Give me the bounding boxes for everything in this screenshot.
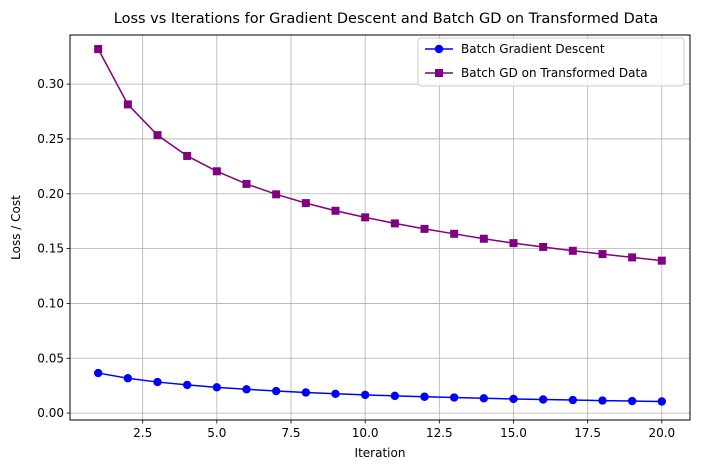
data-point	[449, 393, 459, 402]
chart-title: Loss vs Iterations for Gradient Descent …	[114, 11, 658, 27]
data-point	[360, 390, 370, 400]
data-point	[271, 386, 281, 396]
data-point	[390, 391, 400, 401]
data-point	[361, 213, 370, 222]
data-point	[420, 224, 429, 233]
legend-marker-batch-gradient-descent	[434, 44, 444, 54]
x-axis-label: Iteration	[355, 446, 406, 460]
data-point	[123, 100, 132, 109]
y-axis-label: Loss / Cost	[9, 195, 23, 260]
data-point	[272, 190, 281, 199]
data-point	[301, 388, 311, 397]
series-line-batch-gd-transformed	[97, 48, 662, 262]
plot-frame	[69, 34, 691, 421]
data-point	[628, 253, 637, 262]
y-tick-label: 0.25	[37, 132, 64, 146]
x-tick-label: 20.0	[648, 426, 675, 440]
data-point	[301, 199, 310, 208]
series-layer	[93, 45, 667, 406]
data-point	[479, 394, 489, 403]
x-tick-label: 17.5	[574, 426, 601, 440]
data-point	[627, 396, 637, 406]
x-tick-label: 2.5	[133, 426, 152, 440]
data-point	[212, 167, 221, 176]
data-point	[657, 256, 666, 265]
data-point	[568, 395, 578, 405]
data-point	[509, 239, 518, 248]
data-point	[183, 151, 192, 160]
data-point	[598, 396, 607, 405]
data-point	[94, 45, 103, 54]
data-point	[242, 385, 251, 394]
data-point	[509, 394, 518, 404]
data-point	[123, 374, 133, 383]
data-point	[538, 395, 548, 404]
data-point	[331, 389, 340, 398]
data-point	[212, 383, 222, 392]
grid-layer	[70, 35, 690, 420]
legend: Batch Gradient Descent Batch GD on Trans…	[417, 37, 685, 87]
data-point	[479, 234, 488, 243]
data-point	[539, 242, 548, 251]
x-tick-label: 5.0	[207, 426, 226, 440]
data-point	[450, 229, 459, 238]
legend-box	[417, 37, 685, 87]
y-tick-label: 0.30	[37, 77, 64, 91]
data-point	[242, 179, 251, 188]
data-point	[153, 377, 162, 387]
y-tick-label: 0.05	[37, 351, 64, 365]
data-point	[568, 246, 577, 255]
x-tick-label: 15.0	[500, 426, 527, 440]
legend-label-batch-gd-transformed: Batch GD on Transformed Data	[461, 66, 648, 80]
tick-layer: 2.5 5.0 7.5 10.0 12.5 15.0 17.5 20.0 0.00 0.05 0.1…	[37, 77, 675, 440]
data-point	[153, 131, 162, 140]
x-tick-label: 7.5	[281, 426, 300, 440]
data-point	[331, 206, 340, 215]
data-point	[182, 380, 192, 390]
y-tick-label: 0.15	[37, 242, 64, 256]
data-point	[390, 219, 399, 228]
series-line-batch-gradient-descent	[98, 372, 662, 403]
data-point	[93, 368, 103, 378]
y-tick-label: 0.20	[37, 187, 64, 201]
y-tick-label: 0.10	[37, 296, 64, 310]
data-point	[420, 392, 429, 401]
data-point	[598, 250, 607, 259]
y-tick-label: 0.00	[37, 406, 64, 420]
x-tick-label: 12.5	[426, 426, 453, 440]
legend-label-batch-gradient-descent: Batch Gradient Descent	[461, 42, 605, 56]
legend-marker-batch-gd-transformed	[435, 69, 443, 77]
data-point	[657, 397, 667, 406]
x-tick-label: 10.0	[352, 426, 379, 440]
